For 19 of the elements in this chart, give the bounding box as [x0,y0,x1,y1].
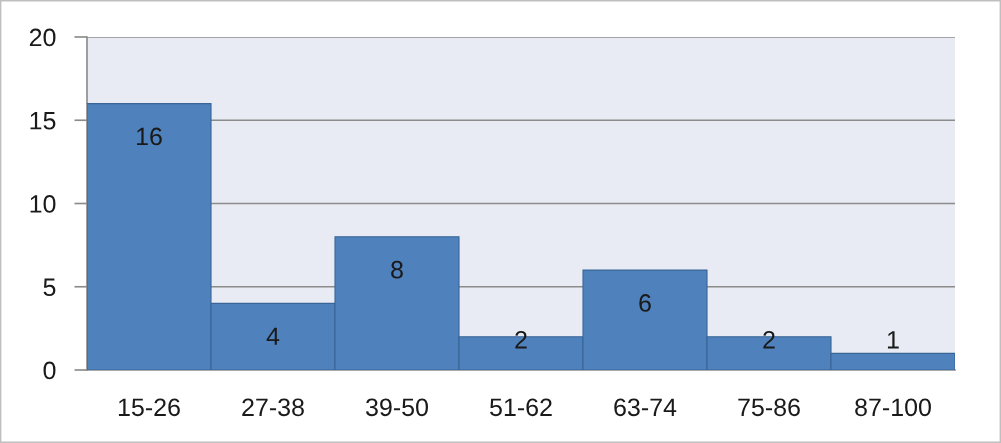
y-tick-label: 5 [43,278,56,297]
x-tick-label: 39-50 [365,398,428,417]
data-label: 1 [887,331,899,349]
data-label: 4 [266,327,280,345]
y-tick-label: 20 [29,28,56,47]
x-tick-label: 15-26 [118,398,180,417]
data-label: 2 [515,331,527,349]
data-label: 2 [763,331,775,349]
y-tick-label: 10 [30,195,56,213]
data-label: 6 [639,294,651,312]
data-label: 16 [137,127,162,146]
y-tick-label: 0 [43,361,56,380]
x-tick-label: 75-86 [738,398,800,417]
y-tick-label: 15 [30,112,56,130]
x-tick-label: 27-38 [242,398,304,417]
data-label: 8 [391,260,403,279]
x-tick-label: 63-74 [614,398,677,417]
x-tick-label: 51-62 [490,398,552,417]
x-tick-label: 87-100 [855,398,931,417]
